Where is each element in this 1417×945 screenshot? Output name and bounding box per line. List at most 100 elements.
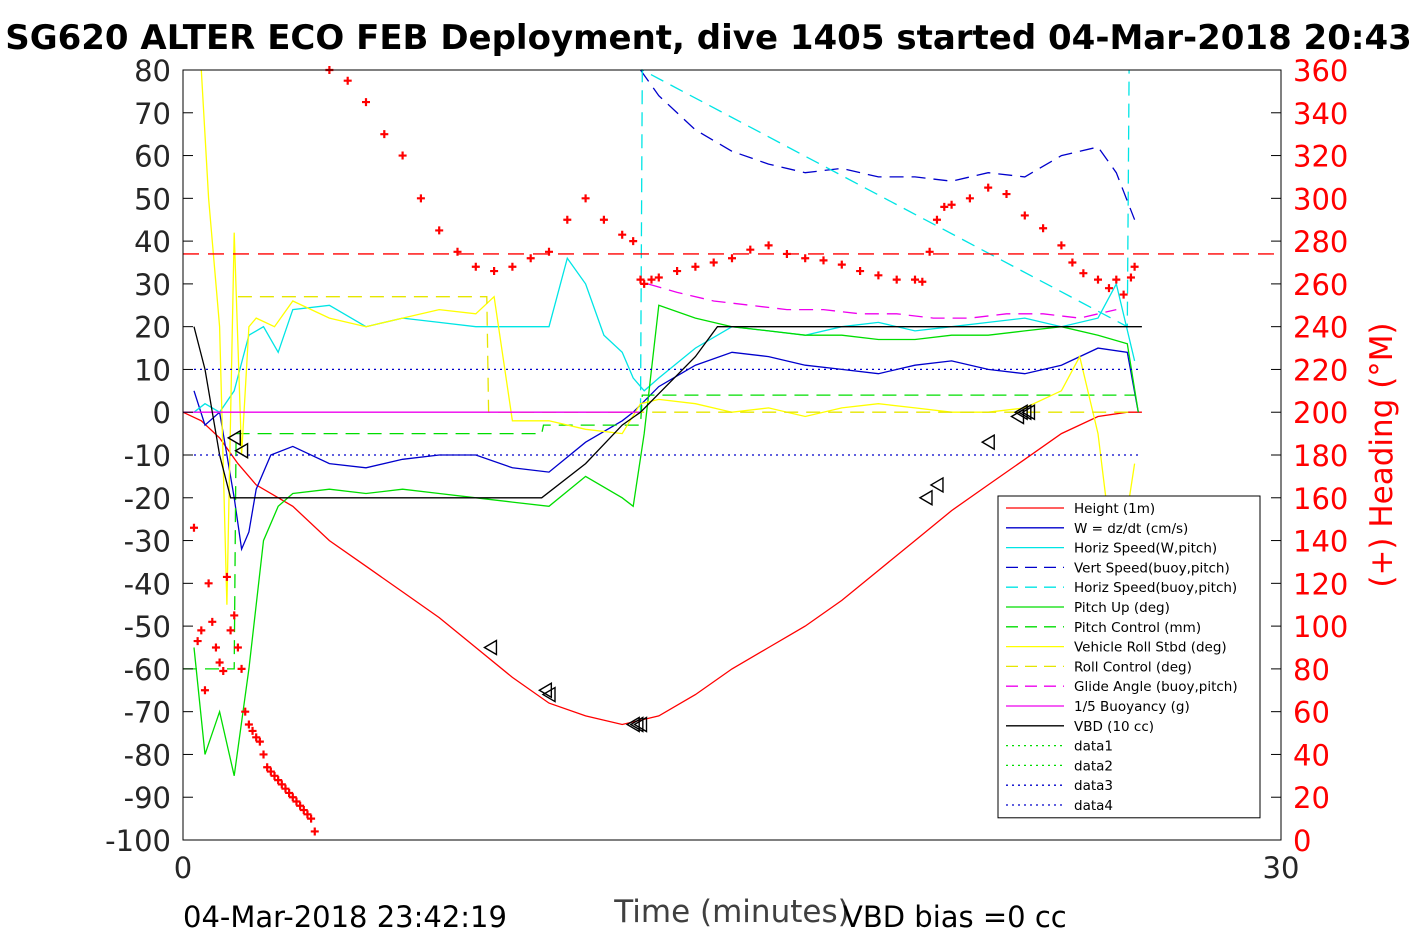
y2-tick-label: 160: [1293, 482, 1348, 516]
y-tick-label: 0: [153, 396, 171, 430]
legend-label-pitch_control: Pitch Control (mm): [1074, 620, 1201, 636]
heading-point: [343, 76, 352, 85]
heading-point: [618, 230, 627, 239]
triangle-marker: [625, 716, 640, 733]
y2-axis-label: (+) Heading (°M): [1364, 322, 1400, 587]
heading-point: [636, 275, 645, 284]
y-tick-label: -20: [124, 482, 171, 516]
heading-point: [274, 776, 283, 785]
y-tick-label: 30: [134, 268, 171, 302]
y2-tick-label: 340: [1293, 97, 1348, 131]
heading-point: [200, 686, 209, 695]
heading-point: [1112, 275, 1121, 284]
y-tick-label: 10: [134, 353, 171, 387]
heading-point: [398, 151, 407, 160]
heading-point: [782, 249, 791, 258]
heading-point: [709, 258, 718, 267]
heading-point: [801, 254, 810, 263]
y2-tick-label: 220: [1293, 353, 1348, 387]
y2-tick-label: 140: [1293, 525, 1348, 559]
heading-point: [259, 750, 268, 759]
heading-point: [746, 245, 755, 254]
series-roll_control: [237, 296, 1135, 413]
axis-layer: 80706050403020100-10-20-30-40-50-60-70-8…: [105, 54, 1348, 885]
series-pitch_up: [193, 304, 1139, 776]
heading-point: [307, 814, 316, 823]
y-tick-label: -100: [105, 824, 171, 858]
footer-timestamp: 04-Mar-2018 23:42:19: [183, 900, 507, 934]
heading-point: [248, 726, 257, 735]
y2-tick-label: 180: [1293, 439, 1348, 473]
triangle-marker: [483, 639, 498, 656]
heading-point: [226, 626, 235, 635]
legend-label-roll: Vehicle Roll Stbd (deg): [1074, 640, 1227, 656]
series-glide_angle: [647, 283, 1117, 319]
y2-tick-label: 200: [1293, 396, 1348, 430]
chart-title: SG620 ALTER ECO FEB Deployment, dive 140…: [5, 18, 1412, 58]
heading-point: [965, 194, 974, 203]
triangle-layer: [226, 404, 1036, 733]
series-w: [193, 347, 1139, 552]
heading-point: [1039, 224, 1048, 233]
y2-tick-label: 20: [1293, 781, 1330, 815]
heading-point: [471, 262, 480, 271]
y2-tick-label: 0: [1293, 824, 1311, 858]
y2-tick-label: 280: [1293, 225, 1348, 259]
y2-tick-label: 240: [1293, 311, 1348, 345]
heading-point: [208, 617, 217, 626]
heading-point: [837, 260, 846, 269]
heading-point: [252, 733, 261, 742]
heading-point: [508, 262, 517, 271]
heading-point: [189, 523, 198, 532]
y2-tick-label: 260: [1293, 268, 1348, 302]
heading-point: [255, 737, 264, 746]
y2-tick-label: 60: [1293, 696, 1330, 730]
heading-point: [292, 797, 301, 806]
y-tick-label: 20: [134, 311, 171, 345]
footer-vbd-bias: VBD bias =0 cc: [843, 900, 1067, 934]
heading-point: [296, 801, 305, 810]
heading-point: [629, 237, 638, 246]
y2-tick-label: 360: [1293, 54, 1348, 88]
heading-point: [490, 267, 499, 276]
heading-point: [233, 643, 242, 652]
y-tick-label: 60: [134, 140, 171, 174]
x-tick-label: 30: [1263, 851, 1300, 885]
legend-label-vert_speed_buoy: Vert Speed(buoy,pitch): [1074, 560, 1230, 576]
heading-point: [230, 611, 239, 620]
heading-point: [215, 658, 224, 667]
triangle-marker: [633, 716, 648, 733]
legend-label-horiz_speed_buoy: Horiz Speed(buoy,pitch): [1074, 580, 1237, 596]
heading-point: [288, 793, 297, 802]
heading-point: [204, 579, 213, 588]
heading-point: [303, 810, 312, 819]
heading-point: [1126, 273, 1135, 282]
legend-label-pitch_up: Pitch Up (deg): [1074, 600, 1170, 616]
y-tick-label: -80: [124, 738, 171, 772]
y2-tick-label: 100: [1293, 610, 1348, 644]
heading-point: [263, 763, 272, 772]
y2-tick-label: 300: [1293, 182, 1348, 216]
heading-point: [1104, 284, 1113, 293]
heading-point: [1130, 262, 1139, 271]
y-tick-label: -10: [124, 439, 171, 473]
heading-point: [940, 202, 949, 211]
heading-point: [1020, 211, 1029, 220]
heading-layer: [183, 66, 1281, 836]
legend-label-glide_angle: Glide Angle (buoy,pitch): [1074, 679, 1238, 695]
legend-label-horiz_speed: Horiz Speed(W,pitch): [1074, 541, 1217, 557]
heading-point: [918, 277, 927, 286]
legend-label-height: Height (1m): [1074, 501, 1155, 517]
y-tick-label: 70: [134, 97, 171, 131]
heading-point: [691, 262, 700, 271]
heading-point: [1094, 275, 1102, 284]
y-tick-label: -90: [124, 781, 171, 815]
heading-point: [874, 271, 883, 280]
series-layer: [182, 68, 1142, 776]
y-tick-label: -50: [124, 610, 171, 644]
heading-point: [241, 707, 250, 716]
y-tick-label: -30: [124, 525, 171, 559]
y2-tick-label: 320: [1293, 140, 1348, 174]
y-tick-label: 80: [134, 54, 171, 88]
